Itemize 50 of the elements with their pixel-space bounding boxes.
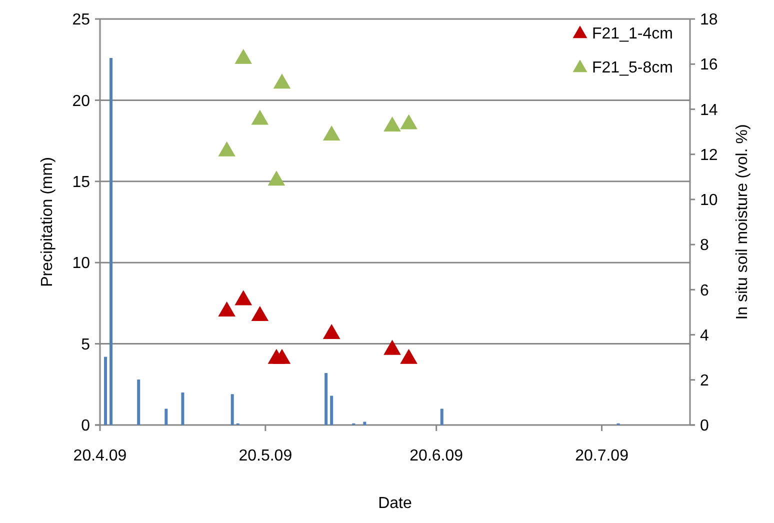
x-tick-label: 20.4.09 [73,448,127,465]
y-tick-label: 5 [81,336,90,354]
y2-tick-label: 6 [700,282,709,300]
y2-tick-label: 18 [700,12,718,29]
point [384,116,401,132]
point [251,110,269,125]
point [322,324,340,340]
y-tick-label: 15 [72,174,90,191]
y2-tick-label: 2 [700,372,709,390]
y-tick-label: 20 [72,92,90,110]
point [273,348,291,364]
x-axis-title: Date [378,495,412,512]
y-tick-label: 0 [81,418,90,435]
point [268,170,286,186]
point [218,141,236,156]
bar [330,396,334,425]
y2-tick-label: 14 [700,102,718,119]
bar [181,392,184,425]
bar [324,373,328,425]
y-tick-label: 25 [72,12,90,29]
legend-label: F21_5-8cm [592,60,673,77]
y2-tick-label: 12 [700,146,718,164]
point [218,301,236,316]
bar [104,356,108,425]
y-tick-label: 10 [72,255,90,272]
bar [137,380,140,425]
x-tick-label: 20.5.09 [238,448,292,465]
y2-tick-label: 4 [700,327,709,344]
y2-axis-title: In situ soil moisture (vol. %) [734,124,751,320]
point [234,48,252,64]
y2-tick-label: 10 [700,192,718,210]
bar [363,422,366,425]
point [400,114,418,130]
x-tick-label: 20.7.09 [575,448,629,465]
point [273,74,291,89]
x-tick-label: 20.6.09 [410,448,464,465]
y2-tick-label: 16 [700,56,718,74]
point [400,348,418,364]
y-axis-title: Precipitation (mm) [39,157,56,287]
y2-tick-label: 0 [700,418,709,435]
bar [230,394,234,425]
y2-tick-label: 8 [700,237,709,254]
bar [164,408,168,425]
legend-label: F21_1-4cm [592,26,673,43]
point [251,306,269,321]
point [234,290,252,306]
point [322,126,340,141]
point [384,340,401,355]
bar [440,408,444,425]
bar [110,58,113,425]
